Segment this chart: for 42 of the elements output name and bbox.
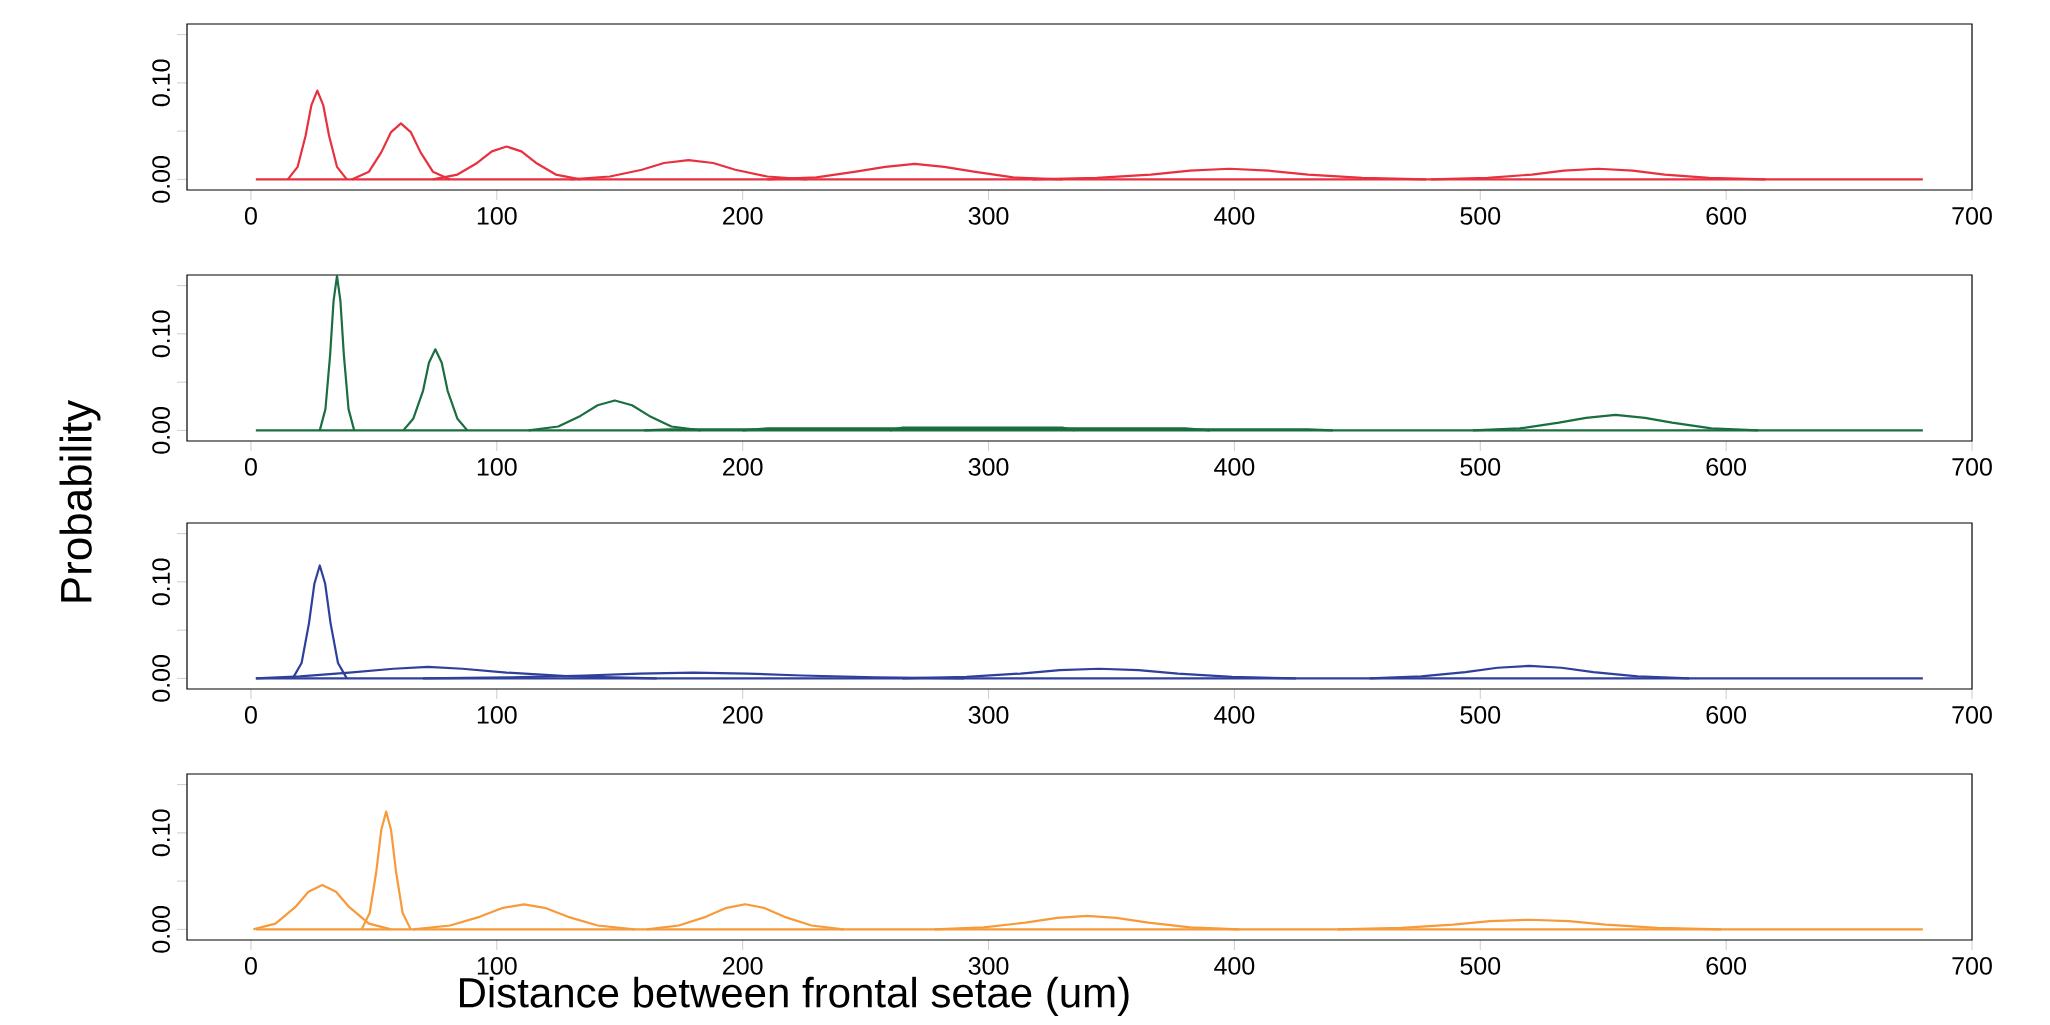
x-tick-label: 0 [244,207,257,225]
x-tick-label: 300 [968,706,1009,724]
x-tick-label: 500 [1460,706,1501,724]
x-tick-label: 500 [1460,207,1501,225]
x-tick-label: 600 [1706,957,1747,975]
x-tick-label: 200 [723,458,763,476]
x-tick-label: 200 [723,706,763,724]
x-tick-label: 100 [477,458,517,476]
x-tick-label: 400 [1214,207,1255,225]
x-tick-label: 500 [1460,957,1501,975]
x-tick-label: 600 [1706,458,1747,476]
y-tick-label: 0.10 [152,310,170,358]
x-tick-label: 700 [1952,706,1992,724]
x-tick-label: 100 [477,207,517,225]
x-tick-label: 300 [968,957,1009,975]
x-axis-title: Distance between frontal setae (um) [460,976,1129,1016]
x-tick-label: 400 [1214,957,1255,975]
x-tick-label: 0 [244,957,257,975]
y-axis-title: Probability [59,399,101,602]
x-tick-label: 100 [477,706,517,724]
y-tick-label: 0.00 [152,655,170,702]
x-tick-label: 200 [723,957,763,975]
y-tick-label: 0.10 [152,59,170,107]
x-tick-label: 300 [968,458,1009,476]
x-tick-label: 600 [1706,207,1747,225]
x-tick-label: 300 [968,207,1009,225]
x-tick-label: 400 [1214,706,1255,724]
x-tick-label: 700 [1952,957,1992,975]
x-tick-label: 700 [1952,458,1992,476]
x-tick-label: 700 [1952,207,1992,225]
x-tick-label: 500 [1460,458,1501,476]
x-tick-label: 200 [723,207,763,225]
x-tick-label: 600 [1706,706,1747,724]
x-tick-label: 0 [244,458,257,476]
y-tick-label: 0.10 [152,809,170,857]
y-tick-label: 0.00 [152,407,170,454]
x-tick-label: 400 [1214,458,1255,476]
x-tick-label: 100 [477,957,517,975]
y-tick-label: 0.00 [152,906,170,953]
x-tick-label: 0 [244,706,257,724]
y-tick-label: 0.00 [152,156,170,203]
y-tick-label: 0.10 [152,558,170,606]
